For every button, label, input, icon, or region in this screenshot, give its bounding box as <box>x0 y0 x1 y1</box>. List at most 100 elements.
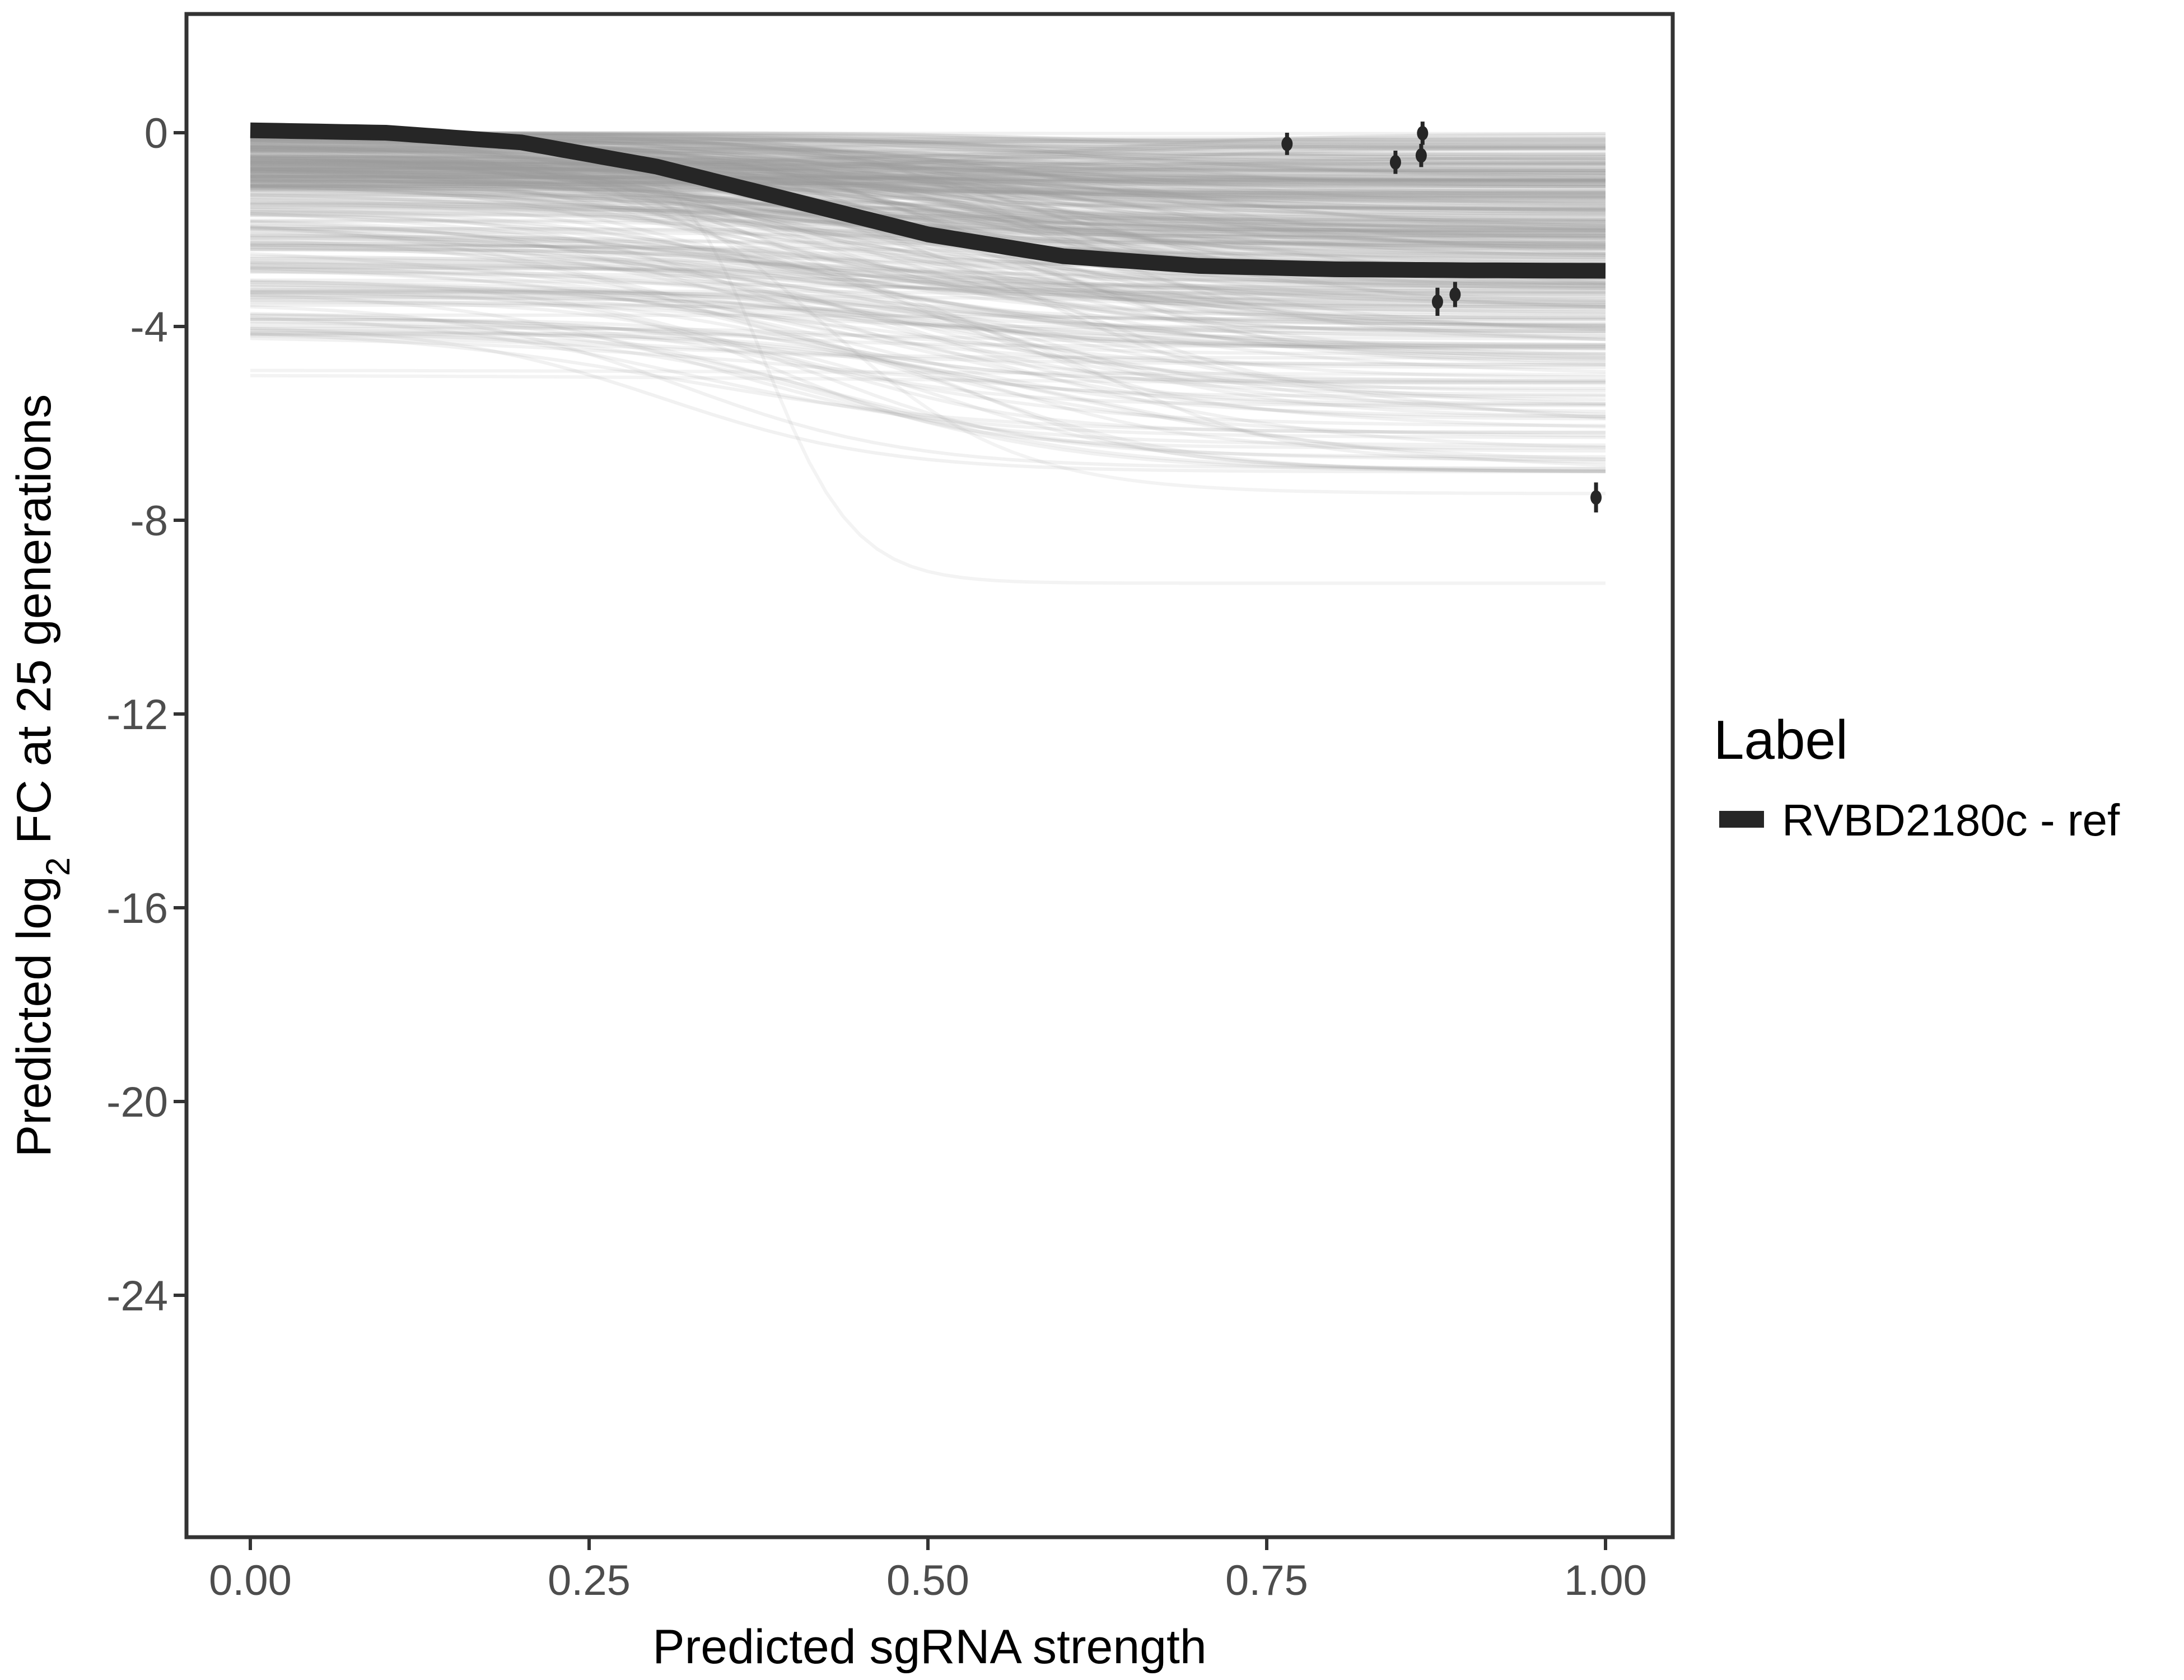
posterior-draw <box>250 144 1606 184</box>
posterior-draw <box>250 263 1606 328</box>
posterior-draw <box>250 158 1606 172</box>
posterior-draw <box>250 333 1606 360</box>
posterior-draw <box>250 239 1606 260</box>
posterior-draw <box>250 186 1606 349</box>
posterior-draw <box>250 186 1606 195</box>
posterior-draw <box>250 148 1606 178</box>
posterior-draw <box>250 156 1606 166</box>
posterior-draw <box>250 161 1606 326</box>
posterior-draw <box>250 184 1606 357</box>
posterior-draw <box>250 156 1606 172</box>
posterior-draw <box>250 146 1606 228</box>
posterior-draw <box>250 289 1606 379</box>
posterior-draw <box>250 141 1606 320</box>
point-marker <box>1417 125 1429 141</box>
posterior-draw <box>250 278 1606 290</box>
data-point <box>1449 282 1461 307</box>
posterior-draw <box>250 332 1606 435</box>
posterior-draw <box>250 147 1606 197</box>
posterior-draw <box>250 325 1606 471</box>
posterior-draw <box>250 165 1606 173</box>
posterior-draw <box>250 337 1606 413</box>
posterior-draw <box>250 295 1606 407</box>
posterior-draw <box>250 328 1606 461</box>
x-axis: 0.00 0.25 0.50 0.75 1.00 <box>209 1537 1647 1604</box>
posterior-draw <box>250 181 1606 186</box>
posterior-draw <box>250 178 1606 333</box>
posterior-draw <box>250 281 1606 417</box>
posterior-draw <box>250 368 1606 376</box>
posterior-draw <box>250 200 1606 244</box>
posterior-draw <box>250 189 1606 221</box>
posterior-draw <box>250 155 1606 184</box>
y-axis-title: Predicted log2 FC at 25 generations <box>7 394 77 1157</box>
posterior-draw <box>250 241 1606 330</box>
posterior-draw <box>250 332 1606 453</box>
posterior-draw <box>250 187 1606 203</box>
data-point <box>1590 482 1602 513</box>
posterior-draw <box>250 313 1606 427</box>
posterior-draw <box>250 147 1606 181</box>
posterior-draw <box>250 156 1606 184</box>
posterior-draw <box>250 173 1606 186</box>
posterior-draw <box>250 188 1606 194</box>
posterior-draw <box>250 290 1606 309</box>
posterior-draw <box>250 316 1606 440</box>
data-point <box>1431 287 1443 316</box>
posterior-draw <box>250 167 1606 200</box>
posterior-draw <box>250 243 1606 374</box>
posterior-draw <box>250 313 1606 321</box>
posterior-draw <box>250 303 1606 321</box>
posterior-draw <box>250 254 1606 338</box>
posterior-draw <box>250 152 1606 236</box>
posterior-draw <box>250 242 1606 293</box>
posterior-draw <box>250 171 1606 200</box>
posterior-draw <box>250 175 1606 256</box>
y-tick-label: -20 <box>106 1079 168 1126</box>
posterior-draw <box>250 169 1606 226</box>
posterior-draw <box>250 236 1606 402</box>
posterior-draw <box>250 165 1606 204</box>
posterior-draw <box>250 153 1606 255</box>
posterior-draw <box>250 150 1606 237</box>
legend: Label RVBD2180c - ref <box>1714 709 2120 845</box>
posterior-draw <box>250 146 1606 248</box>
posterior-draw <box>250 244 1606 262</box>
posterior-draw <box>250 220 1606 350</box>
posterior-draw <box>250 154 1606 165</box>
posterior-draw <box>250 147 1606 167</box>
posterior-draw <box>250 147 1606 235</box>
posterior-draw <box>250 202 1606 223</box>
posterior-draw <box>250 226 1606 310</box>
posterior-draw <box>250 146 1606 165</box>
posterior-draw <box>250 159 1606 202</box>
posterior-draw <box>250 148 1606 218</box>
posterior-draw <box>250 156 1606 185</box>
posterior-draw <box>250 318 1606 473</box>
posterior-draw <box>250 267 1606 420</box>
posterior-draw <box>250 156 1606 317</box>
posterior-draw <box>250 296 1606 370</box>
posterior-draw <box>250 259 1606 355</box>
posterior-draw <box>250 293 1606 384</box>
posterior-draw <box>250 285 1606 302</box>
posterior-draw <box>250 320 1606 461</box>
x-axis-title: Predicted sgRNA strength <box>652 1620 1207 1674</box>
point-marker <box>1449 287 1461 302</box>
posterior-draw <box>250 138 1606 222</box>
posterior-draw <box>250 136 1606 170</box>
posterior-draw <box>250 145 1606 325</box>
posterior-draw <box>250 288 1606 398</box>
posterior-draw <box>250 175 1606 181</box>
posterior-draw <box>250 193 1606 240</box>
posterior-draw <box>250 317 1606 473</box>
posterior-draw <box>250 207 1606 347</box>
posterior-draw <box>250 269 1606 294</box>
posterior-draw <box>250 283 1606 327</box>
posterior-draw <box>250 256 1606 295</box>
posterior-draw-lines <box>250 131 1606 585</box>
posterior-draw <box>250 148 1606 183</box>
point-marker <box>1590 490 1602 505</box>
posterior-draw <box>250 330 1606 473</box>
posterior-draw <box>250 160 1606 302</box>
